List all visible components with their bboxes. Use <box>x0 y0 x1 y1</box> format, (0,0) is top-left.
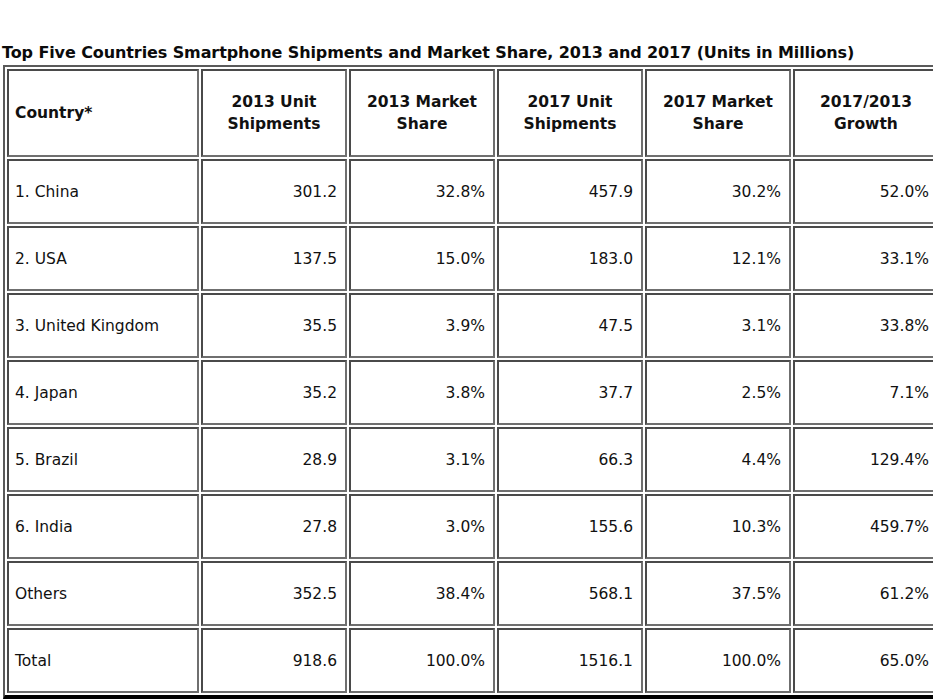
cell-2013-share: 32.8% <box>349 159 495 224</box>
cell-2013-units: 28.9 <box>201 427 347 492</box>
cell-country: 3. United Kingdom <box>7 293 199 358</box>
cell-2013-units: 27.8 <box>201 494 347 559</box>
table-body: 1. China 301.2 32.8% 457.9 30.2% 52.0% 2… <box>7 159 933 693</box>
cell-2013-units: 301.2 <box>201 159 347 224</box>
cell-country: Others <box>7 561 199 626</box>
cell-growth: 7.1% <box>793 360 933 425</box>
cell-2013-share: 3.9% <box>349 293 495 358</box>
cell-growth: 459.7% <box>793 494 933 559</box>
cell-2013-units: 918.6 <box>201 628 347 693</box>
cell-2017-share: 12.1% <box>645 226 791 291</box>
table-row-brazil: 5. Brazil 28.9 3.1% 66.3 4.4% 129.4% <box>7 427 933 492</box>
cell-2013-units: 352.5 <box>201 561 347 626</box>
cell-growth: 61.2% <box>793 561 933 626</box>
cell-growth: 52.0% <box>793 159 933 224</box>
table-header: Country* 2013 Unit Shipments 2013 Market… <box>7 69 933 157</box>
cell-2017-units: 47.5 <box>497 293 643 358</box>
cell-growth: 129.4% <box>793 427 933 492</box>
cell-2017-units: 155.6 <box>497 494 643 559</box>
cell-country: Total <box>7 628 199 693</box>
cell-growth: 65.0% <box>793 628 933 693</box>
cell-growth: 33.8% <box>793 293 933 358</box>
cell-2013-units: 137.5 <box>201 226 347 291</box>
cell-country: 1. China <box>7 159 199 224</box>
cell-2017-units: 37.7 <box>497 360 643 425</box>
cell-country: 4. Japan <box>7 360 199 425</box>
cell-country: 2. USA <box>7 226 199 291</box>
cell-2013-share: 3.8% <box>349 360 495 425</box>
cell-country: 6. India <box>7 494 199 559</box>
table-row-india: 6. India 27.8 3.0% 155.6 10.3% 459.7% <box>7 494 933 559</box>
cell-2017-units: 568.1 <box>497 561 643 626</box>
header-row: Country* 2013 Unit Shipments 2013 Market… <box>7 69 933 157</box>
cell-2017-share: 4.4% <box>645 427 791 492</box>
cell-2017-share: 37.5% <box>645 561 791 626</box>
header-2017-market-share: 2017 Market Share <box>645 69 791 157</box>
cell-2013-share: 38.4% <box>349 561 495 626</box>
cell-country: 5. Brazil <box>7 427 199 492</box>
cell-2013-share: 100.0% <box>349 628 495 693</box>
header-2013-unit-shipments: 2013 Unit Shipments <box>201 69 347 157</box>
header-2017-unit-shipments: 2017 Unit Shipments <box>497 69 643 157</box>
cell-2013-share: 15.0% <box>349 226 495 291</box>
cell-2017-share: 3.1% <box>645 293 791 358</box>
cell-2017-units: 66.3 <box>497 427 643 492</box>
cell-2013-units: 35.2 <box>201 360 347 425</box>
cell-2017-share: 30.2% <box>645 159 791 224</box>
header-growth: 2017/2013 Growth <box>793 69 933 157</box>
header-country: Country* <box>7 69 199 157</box>
table-row-china: 1. China 301.2 32.8% 457.9 30.2% 52.0% <box>7 159 933 224</box>
table-row-usa: 2. USA 137.5 15.0% 183.0 12.1% 33.1% <box>7 226 933 291</box>
table-row-others: Others 352.5 38.4% 568.1 37.5% 61.2% <box>7 561 933 626</box>
cell-growth: 33.1% <box>793 226 933 291</box>
cell-2013-share: 3.0% <box>349 494 495 559</box>
page-title: Top Five Countries Smartphone Shipments … <box>2 43 933 62</box>
cell-2013-units: 35.5 <box>201 293 347 358</box>
cell-2017-units: 183.0 <box>497 226 643 291</box>
cell-2017-share: 10.3% <box>645 494 791 559</box>
cell-2017-share: 2.5% <box>645 360 791 425</box>
cell-2017-share: 100.0% <box>645 628 791 693</box>
table-row-united-kingdom: 3. United Kingdom 35.5 3.9% 47.5 3.1% 33… <box>7 293 933 358</box>
table-row-japan: 4. Japan 35.2 3.8% 37.7 2.5% 7.1% <box>7 360 933 425</box>
cell-2013-share: 3.1% <box>349 427 495 492</box>
cell-2017-units: 1516.1 <box>497 628 643 693</box>
cell-2017-units: 457.9 <box>497 159 643 224</box>
table-row-total: Total 918.6 100.0% 1516.1 100.0% 65.0% <box>7 628 933 693</box>
header-2013-market-share: 2013 Market Share <box>349 69 495 157</box>
shipments-table: Country* 2013 Unit Shipments 2013 Market… <box>3 65 933 699</box>
